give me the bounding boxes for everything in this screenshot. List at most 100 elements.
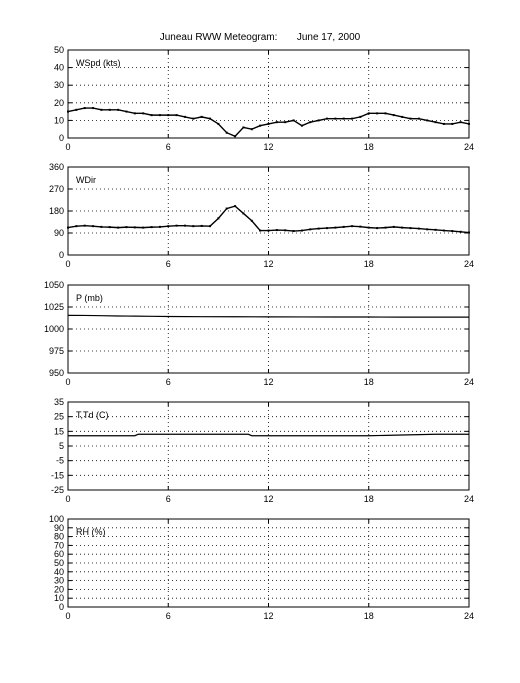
data-point bbox=[183, 224, 186, 227]
data-point bbox=[100, 225, 103, 228]
y-tick-label: 950 bbox=[49, 368, 64, 378]
data-point bbox=[351, 225, 354, 228]
panel-label: WDir bbox=[76, 175, 96, 185]
data-point bbox=[75, 108, 78, 111]
data-point bbox=[401, 115, 404, 118]
data-point bbox=[300, 124, 303, 127]
data-point bbox=[376, 227, 379, 230]
y-tick-label: 90 bbox=[54, 523, 64, 533]
data-point bbox=[200, 115, 203, 118]
plot-frame bbox=[67, 518, 470, 608]
plot-frame bbox=[67, 284, 470, 374]
panel-label: WSpd (kts) bbox=[76, 58, 121, 68]
data-point bbox=[359, 225, 362, 228]
data-point bbox=[167, 225, 170, 228]
data-point bbox=[284, 121, 287, 124]
x-tick-label: 0 bbox=[65, 259, 70, 269]
data-point bbox=[209, 225, 212, 228]
data-point bbox=[125, 110, 128, 113]
data-point bbox=[92, 107, 95, 110]
y-tick-label: 35 bbox=[54, 397, 64, 407]
data-point bbox=[83, 107, 86, 110]
y-tick-label: 1000 bbox=[44, 324, 64, 334]
data-point bbox=[325, 227, 328, 230]
panel-2: 0 90 180 270 360 0 6 12 18 24 WDir bbox=[49, 162, 474, 269]
panel-label: T,Td (C) bbox=[76, 410, 109, 420]
y-tick-label: 70 bbox=[54, 540, 64, 550]
y-tick-label: 40 bbox=[54, 63, 64, 73]
data-point bbox=[117, 226, 120, 229]
data-point bbox=[409, 227, 412, 230]
panel-1: 0 10 20 30 40 50 0 6 12 18 24 WSpd (kts) bbox=[54, 45, 474, 152]
panel-label: RH (%) bbox=[76, 527, 106, 537]
x-tick-label: 18 bbox=[364, 611, 374, 621]
data-point bbox=[317, 119, 320, 122]
y-tick-label: 0 bbox=[59, 133, 64, 143]
y-tick-label: 30 bbox=[54, 80, 64, 90]
y-tick-label: 5 bbox=[59, 441, 64, 451]
data-point bbox=[217, 122, 220, 125]
y-tick-label: -25 bbox=[51, 485, 64, 495]
data-point bbox=[309, 121, 312, 124]
panel-4: -25 -15 -5 5 15 25 35 0 6 12 18 24 T,Td (C) bbox=[51, 397, 474, 504]
data-point bbox=[334, 226, 337, 229]
data-point bbox=[250, 128, 253, 131]
data-point bbox=[351, 117, 354, 120]
y-tick-label: 50 bbox=[54, 558, 64, 568]
data-point bbox=[342, 117, 345, 120]
data-point bbox=[292, 119, 295, 122]
data-point bbox=[200, 224, 203, 227]
data-point bbox=[250, 219, 253, 222]
y-tick-label: 20 bbox=[54, 98, 64, 108]
data-point bbox=[300, 229, 303, 232]
y-tick-label: 50 bbox=[54, 45, 64, 55]
data-point bbox=[426, 119, 429, 122]
data-point bbox=[317, 227, 320, 230]
data-point bbox=[267, 229, 270, 232]
y-tick-label: -15 bbox=[51, 470, 64, 480]
y-tick-label: 975 bbox=[49, 346, 64, 356]
data-point bbox=[442, 229, 445, 232]
x-tick-label: 6 bbox=[166, 494, 171, 504]
y-tick-label: 180 bbox=[49, 206, 64, 216]
x-tick-label: 6 bbox=[166, 377, 171, 387]
data-point bbox=[150, 114, 153, 117]
x-tick-label: 0 bbox=[65, 142, 70, 152]
x-tick-label: 6 bbox=[166, 142, 171, 152]
x-tick-label: 12 bbox=[263, 611, 273, 621]
data-point bbox=[175, 224, 178, 227]
y-tick-label: 40 bbox=[54, 567, 64, 577]
x-tick-label: 12 bbox=[263, 142, 273, 152]
data-point bbox=[92, 225, 95, 228]
data-point bbox=[242, 126, 245, 129]
data-point bbox=[125, 226, 128, 229]
data-point bbox=[242, 212, 245, 215]
x-tick-label: 0 bbox=[65, 611, 70, 621]
data-point bbox=[367, 112, 370, 115]
y-tick-label: 100 bbox=[49, 514, 64, 524]
data-point bbox=[451, 230, 454, 233]
y-tick-label: 80 bbox=[54, 532, 64, 542]
plot-frame bbox=[67, 166, 470, 256]
data-point bbox=[209, 117, 212, 120]
data-point bbox=[142, 112, 145, 115]
x-tick-label: 12 bbox=[263, 377, 273, 387]
data-point bbox=[142, 226, 145, 229]
data-point bbox=[108, 226, 111, 229]
y-tick-label: 10 bbox=[54, 593, 64, 603]
data-point bbox=[183, 115, 186, 118]
data-point bbox=[468, 122, 470, 125]
y-tick-label: 30 bbox=[54, 576, 64, 586]
data-point bbox=[459, 230, 462, 233]
x-tick-label: 18 bbox=[364, 259, 374, 269]
y-tick-label: 60 bbox=[54, 549, 64, 559]
data-point bbox=[309, 228, 312, 231]
data-point bbox=[468, 231, 470, 234]
panel-3: 950 975 1000 1025 1050 0 6 12 18 24 P (mb) bbox=[44, 280, 474, 387]
data-point bbox=[434, 228, 437, 231]
data-point bbox=[67, 110, 69, 113]
data-point bbox=[100, 108, 103, 111]
series-line bbox=[68, 433, 469, 437]
data-point bbox=[384, 112, 387, 115]
